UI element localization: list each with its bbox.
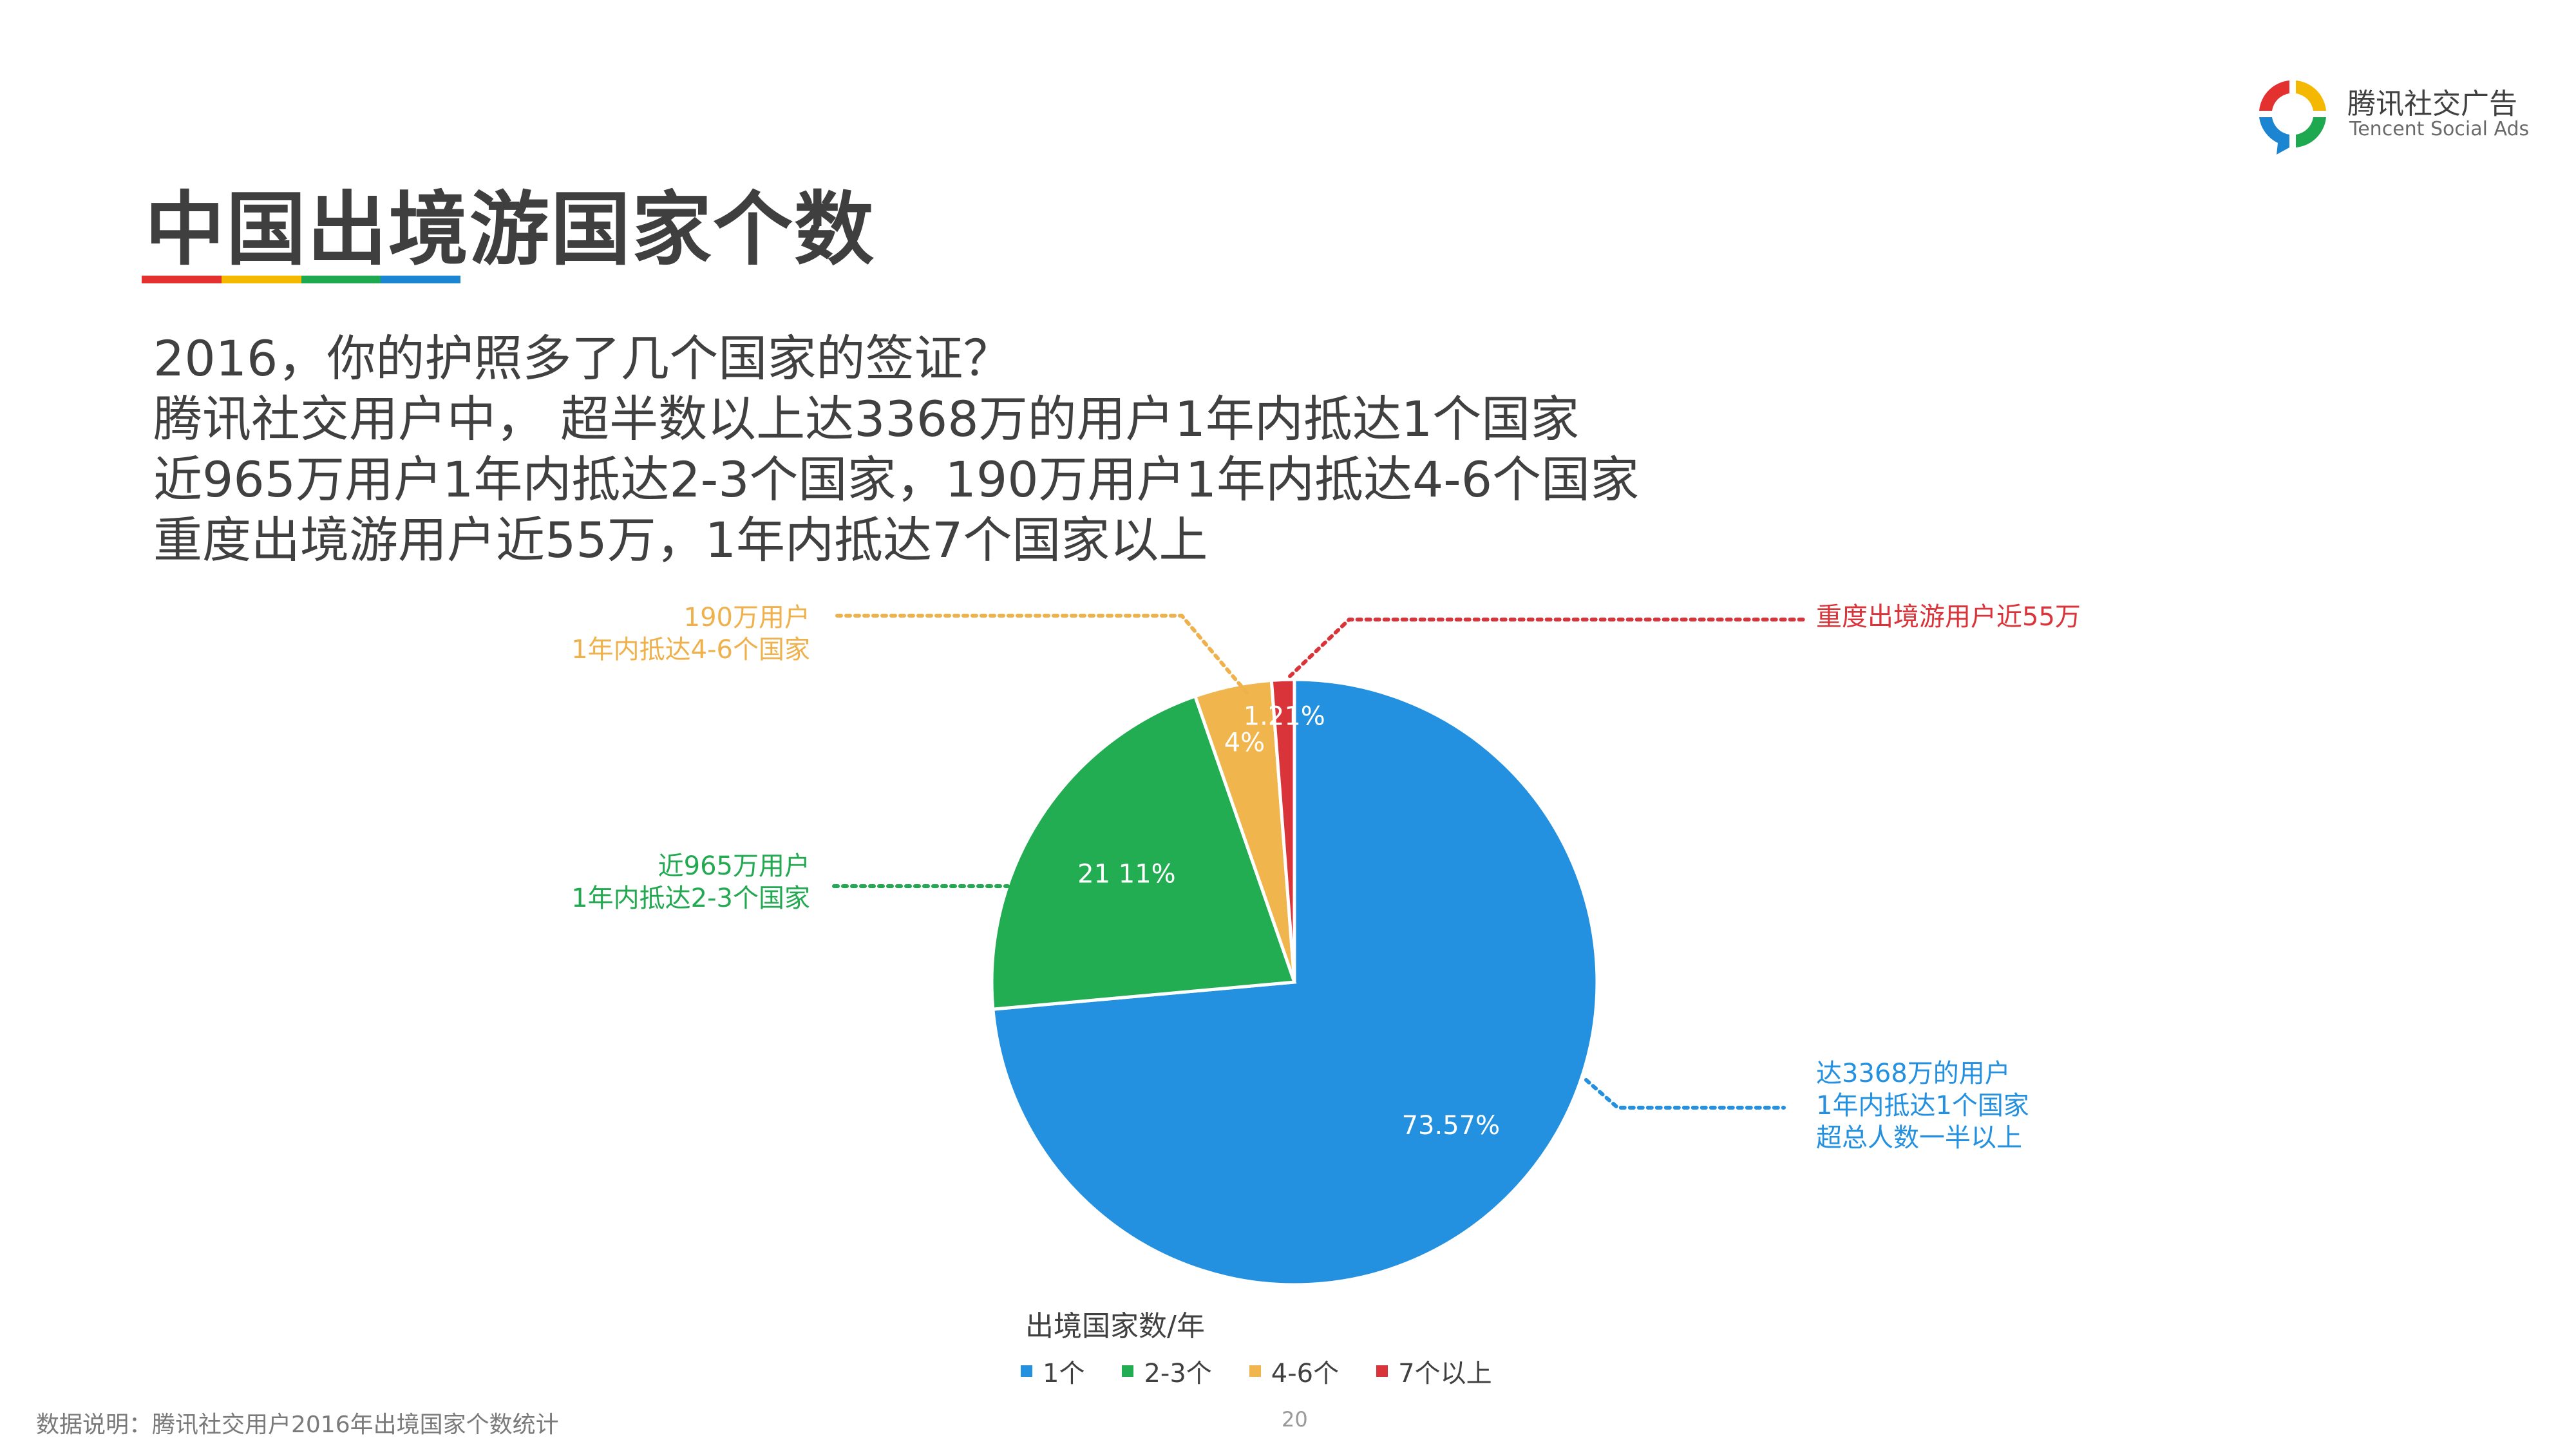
brand-subtitle: Tencent Social Ads [2349,118,2530,140]
callout-2-3-countries: 近965万用户 1年内抵达2-3个国家 [571,850,810,914]
legend-label: 7个以上 [1398,1359,1492,1388]
legend-swatch [1249,1365,1261,1377]
leader-lines [832,614,1805,1110]
logo-arc-yellow [2296,80,2326,111]
pie-labels: 73.57% 21 11% 4%1.21% [1077,702,1500,1141]
legend-swatch [1122,1365,1134,1377]
legend-swatch [1376,1365,1388,1377]
intro-line: 2016，你的护照多了几个国家的签证？ [153,330,1012,387]
pie-slice [990,694,1297,1011]
chart-legend: 1个 2-3个 4-6个 7个以上 [1021,1352,1530,1390]
title-bar-red [142,276,222,283]
pie-data-label: 73.57% [1402,1111,1501,1141]
callout-line: 1年内抵达2-3个国家 [571,884,810,913]
callout-line: 190万用户 [683,603,810,632]
leader-line-4-6 [835,614,1250,696]
intro-text: 2016，你的护照多了几个国家的签证？ 腾讯社交用户中， 超半数以上达3368万… [153,328,1639,571]
intro-line: 近965万用户1年内抵达2-3个国家，190万用户1年内抵达4-6个国家 [153,451,1640,508]
intro-line: 重度出境游用户近55万，1年内抵达7个国家以上 [153,511,1208,569]
logo-arc-blue [2259,117,2289,155]
callout-line: 近965万用户 [658,851,810,881]
intro-line: 腾讯社交用户中， 超半数以上达3368万的用户1年内抵达1个国家 [153,390,1580,448]
title-bar-green [301,276,381,283]
legend-label: 1个 [1043,1359,1085,1388]
leader-line-1 [1584,1078,1786,1110]
pie-data-label: 21 11% [1077,860,1176,889]
legend-item: 1个 [1021,1352,1084,1390]
pie-slice [1269,677,1296,983]
callout-line: 超总人数一半以上 [1816,1123,2022,1153]
title-bar-blue [381,276,460,283]
tencent-social-ads-logo [2259,80,2326,155]
legend-label: 2-3个 [1144,1359,1212,1388]
callout-line: 重度出境游用户近55万 [1816,602,2081,632]
callout-line: 达3368万的用户 [1816,1059,2011,1088]
callout-7plus-countries: 重度出境游用户近55万 [1816,601,2081,633]
page-number: 20 [1282,1407,1308,1432]
logo-arc-green [2296,117,2326,147]
callout-line: 1年内抵达1个国家 [1816,1091,2029,1121]
data-source-note: 数据说明：腾讯社交用户2016年出境国家个数统计 [36,1412,559,1438]
pie-data-label: 1.21% [1244,702,1325,732]
legend-item: 7个以上 [1376,1352,1492,1390]
logo-arc-red [2259,80,2289,111]
callout-4-6-countries: 190万用户 1年内抵达4-6个国家 [571,601,810,666]
title-underline-bar [142,276,460,283]
legend-item: 4-6个 [1249,1352,1339,1390]
legend-title: 出境国家数/年 [1025,1310,1205,1343]
page-title: 中国出境游国家个数 [145,184,876,276]
callout-line: 1年内抵达4-6个国家 [571,635,810,665]
title-bar-yellow [221,276,301,283]
legend-swatch [1021,1365,1032,1377]
callout-1-country: 达3368万的用户 1年内抵达1个国家 超总人数一半以上 [1816,1057,2029,1154]
brand-name: 腾讯社交广告 [2347,88,2517,120]
legend-item: 2-3个 [1122,1352,1212,1390]
pie-data-label: 4% [1224,728,1265,757]
leader-line-7plus [1288,618,1805,678]
pie-slices [990,677,1599,1287]
legend-label: 4-6个 [1271,1359,1340,1388]
